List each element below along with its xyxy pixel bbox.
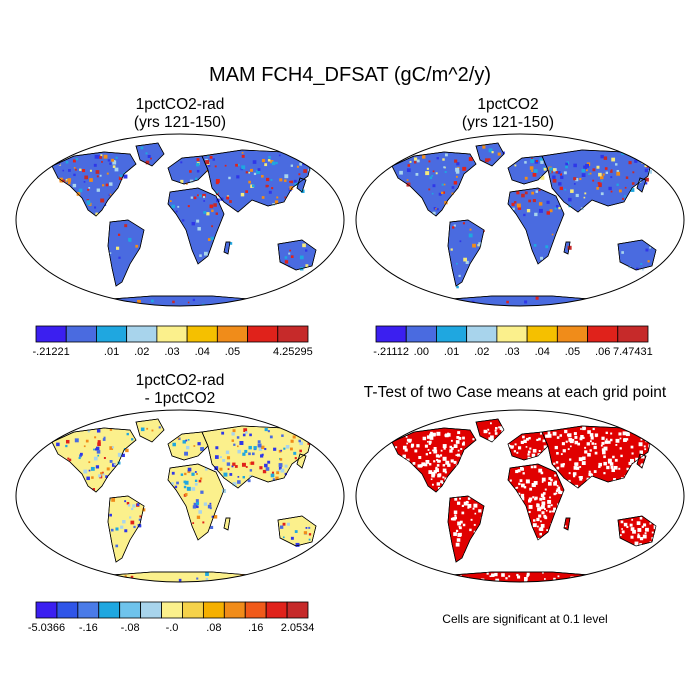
colorbar-swatch: [156, 325, 188, 343]
colorbar-swatch: [119, 601, 142, 619]
colorbar-label: .05: [565, 346, 580, 358]
map-panel-ttest: [355, 409, 685, 583]
colorbar-label: -.08: [121, 622, 140, 634]
colorbar-swatch: [556, 325, 588, 343]
colorbar-panel-2: -.21112 .00 .01 .02 .03 .04 .05 .06 7.47431: [373, 325, 653, 358]
colorbar-swatch: [202, 601, 225, 619]
colorbar-label: .02: [134, 346, 149, 358]
colorbar-label: .01: [444, 346, 459, 358]
colorbar-swatch: [182, 601, 204, 619]
colorbar-label: .05: [225, 346, 240, 358]
panel-1-title: 1pctCO2-rad (yrs 121-150): [40, 96, 320, 132]
colorbar-label: 7.47431: [613, 346, 653, 358]
colorbar-swatch: [526, 325, 558, 343]
panel-4-title: T-Test of two Case means at each grid po…: [350, 384, 680, 402]
colorbar-swatch: [244, 601, 267, 619]
colorbar-swatch: [161, 601, 183, 619]
panel-1-title-line2: (yrs 121-150): [133, 114, 227, 131]
colorbar-swatch: [96, 325, 128, 343]
colorbar-label: .08: [206, 622, 221, 634]
colorbar-label: .03: [504, 346, 519, 358]
colorbar-swatch: [56, 601, 79, 619]
colorbar-panel-3: -5.0366 -.16 -.08 -.0 .08 .16 2.0534: [28, 601, 315, 634]
colorbar-label: 4.25295: [273, 346, 313, 358]
colorbar-swatch: [436, 325, 468, 343]
map-panel-1pctco2-rad: [15, 133, 345, 307]
map-frame: [355, 133, 685, 307]
map-panel-1pctco2: [355, 133, 685, 307]
colorbar-swatch: [466, 325, 498, 343]
colorbar-swatch: [126, 325, 158, 343]
colorbar-label: .01: [104, 346, 119, 358]
panel-1-title-line1: 1pctCO2-rad: [135, 96, 225, 113]
colorbar-label: -.21221: [32, 346, 69, 358]
panel-4-title-line1: T-Test of two Case means at each grid po…: [363, 384, 667, 401]
colorbar-swatch: [98, 601, 121, 619]
colorbar-label: .06: [595, 346, 610, 358]
map-panel-difference: [15, 409, 345, 583]
colorbar-swatch: [186, 325, 218, 343]
colorbar-swatch: [405, 325, 437, 343]
colorbar-label: .03: [164, 346, 179, 358]
colorbar-label: .04: [195, 346, 210, 358]
colorbar-label: .04: [535, 346, 550, 358]
colorbar-swatch: [286, 601, 309, 619]
colorbar-swatch: [35, 325, 67, 343]
colorbar-swatch: [65, 325, 97, 343]
panel-3-title-line2: - 1pctCO2: [144, 390, 216, 407]
figure-title: MAM FCH4_DFSAT (gC/m^2/y): [208, 64, 491, 86]
panel-3-title-line1: 1pctCO2-rad: [135, 372, 225, 389]
colorbar-label: .00: [414, 346, 429, 358]
colorbar-swatch: [35, 601, 58, 619]
colorbar-label: -.0: [166, 622, 179, 634]
colorbar-swatch: [247, 325, 279, 343]
map-frame: [15, 409, 345, 583]
colorbar-label: 2.0534: [281, 622, 315, 634]
colorbar-label: -5.0366: [28, 622, 65, 634]
colorbar-label: -.16: [79, 622, 98, 634]
colorbar-swatch: [617, 325, 649, 343]
panel-2-title-line2: (yrs 121-150): [461, 114, 555, 131]
colorbar-swatch: [140, 601, 162, 619]
map-frame: [15, 133, 345, 307]
colorbar-swatch: [496, 325, 528, 343]
colorbar-swatch: [587, 325, 619, 343]
colorbar-label: -.21112: [373, 346, 409, 358]
colorbar-panel-1: -.21221 .01 .02 .03 .04 .05 4.25295: [32, 325, 313, 358]
significance-note: Cells are significant at 0.1 level: [442, 612, 608, 626]
colorbar-swatch: [223, 601, 246, 619]
colorbar-swatch: [216, 325, 248, 343]
panel-2-title: 1pctCO2 (yrs 121-150): [368, 96, 648, 132]
panel-3-title: 1pctCO2-rad - 1pctCO2: [40, 372, 320, 408]
panel-2-title-line1: 1pctCO2: [477, 96, 539, 113]
colorbar-swatch: [277, 325, 309, 343]
colorbar-swatch: [77, 601, 100, 619]
map-frame: [355, 409, 685, 583]
colorbar-label: .16: [248, 622, 263, 634]
colorbar-swatch: [265, 601, 288, 619]
colorbar-label: .02: [474, 346, 489, 358]
colorbar-swatch: [375, 325, 407, 343]
